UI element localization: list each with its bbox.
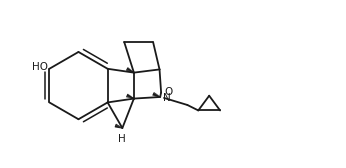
Text: H: H xyxy=(118,134,126,143)
Text: N: N xyxy=(163,93,171,103)
Text: HO: HO xyxy=(32,62,48,72)
Text: O: O xyxy=(164,88,173,97)
